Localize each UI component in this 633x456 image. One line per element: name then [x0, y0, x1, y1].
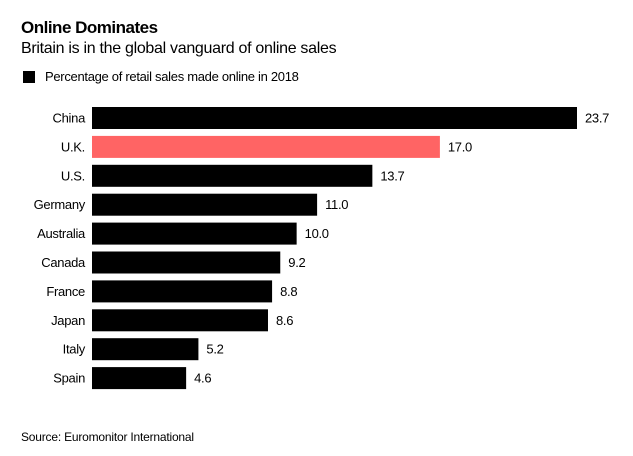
category-label: France	[46, 284, 85, 299]
category-label: Italy	[63, 342, 86, 357]
category-label: Japan	[51, 313, 85, 328]
bar-italy	[92, 338, 199, 361]
value-label: 17.0	[448, 139, 472, 154]
category-label: China	[53, 111, 87, 126]
bar-china	[92, 107, 577, 129]
value-label: 4.6	[194, 371, 211, 386]
bar-canada	[92, 251, 281, 274]
category-label: Australia	[37, 226, 86, 241]
value-label: 8.6	[276, 313, 293, 328]
category-label: Spain	[53, 371, 85, 386]
legend: Percentage of retail sales made online i…	[23, 69, 299, 84]
chart-subtitle: Britain is in the global vanguard of onl…	[21, 40, 337, 57]
legend-label: Percentage of retail sales made online i…	[45, 69, 299, 84]
bar-germany	[92, 193, 318, 216]
value-label: 9.2	[288, 255, 305, 270]
category-label: Canada	[41, 255, 86, 270]
legend-swatch	[23, 70, 35, 83]
value-label: 11.0	[325, 197, 348, 212]
bar-japan	[92, 309, 268, 332]
value-label: 10.0	[305, 226, 329, 241]
bar-uk	[92, 135, 440, 158]
value-label: 5.2	[206, 342, 223, 357]
category-label: U.K.	[61, 139, 85, 154]
category-label: U.S.	[61, 168, 85, 183]
bar-us	[92, 164, 373, 187]
category-label: Germany	[34, 197, 86, 212]
value-label: 23.7	[585, 111, 609, 126]
value-label: 13.7	[380, 168, 404, 183]
source-note: Source: Euromonitor International	[21, 430, 194, 444]
bar-australia	[92, 222, 297, 245]
chart-title: Online Dominates	[21, 18, 158, 37]
bar-france	[92, 280, 273, 303]
value-label: 8.8	[280, 284, 297, 299]
bar-spain	[92, 367, 187, 390]
